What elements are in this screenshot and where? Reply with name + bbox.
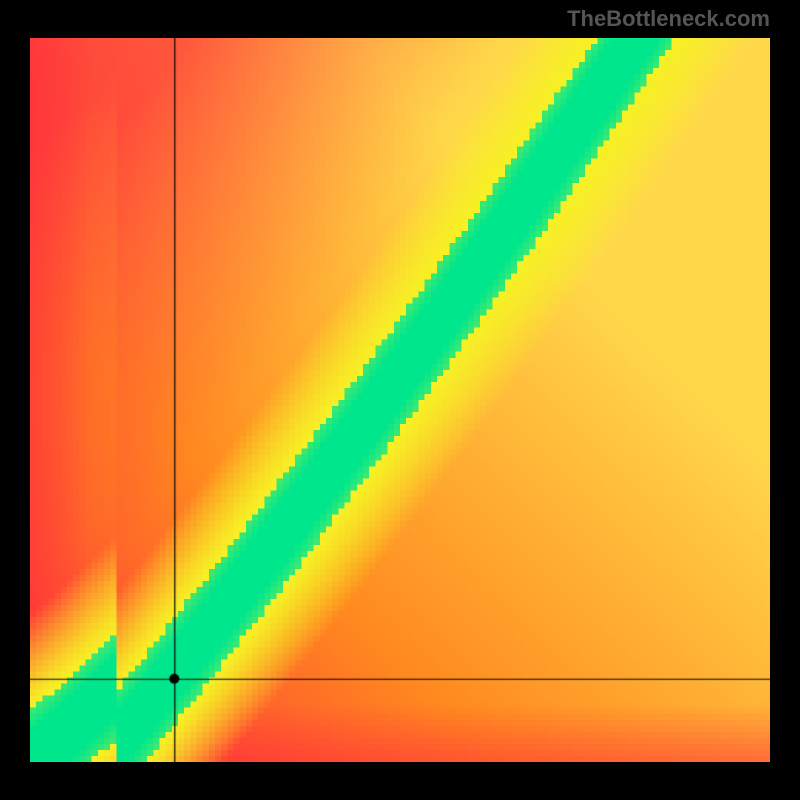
chart-container: TheBottleneck.com xyxy=(0,0,800,800)
crosshair-overlay xyxy=(30,38,770,762)
watermark-text: TheBottleneck.com xyxy=(567,6,770,32)
